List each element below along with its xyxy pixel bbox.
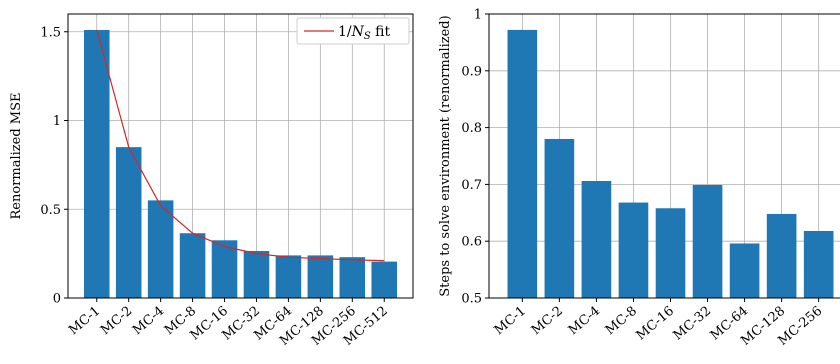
mse-y-tick-label: 0 [53,292,61,307]
legend-fit-label: 1/NS fit [338,24,391,42]
mse-bar [307,255,334,298]
steps-y-ticks: 0.5 0.6 0.7 0.8 0.9 1 [461,8,489,307]
mse-fit-line [96,29,385,262]
legend-label-prefix: 1/ [338,24,352,40]
steps-bar [507,29,538,299]
mse-bar [115,147,142,298]
legend-label-suffix: fit [371,24,391,40]
mse-bar [83,29,110,298]
steps-bar [655,208,686,298]
steps-y-tick-label: 1 [474,8,482,23]
legend-frame [296,17,410,45]
mse-x-tick-label: MC-2 [98,304,135,339]
steps-x-ticks: MC-1 MC-2 MC-4 MC-8MC-16MC-32MC-64MC-128MC-… [492,298,825,349]
steps-x-tick-label: MC-2 [529,304,566,339]
steps-bar [581,180,612,298]
steps-bar [766,213,797,298]
mse-bar [339,257,366,298]
mse-y-axis-label: Renormalized MSE [9,93,24,220]
steps-x-tick-label: MC-16 [634,304,678,344]
steps-x-tick-label: MC-1 [492,304,529,339]
steps-y-tick-label: 0.8 [461,121,482,136]
mse-bar [243,250,270,298]
steps-chart: 0.5 0.6 0.7 0.8 0.9 1 MC-1 MC-2 MC-4 MC-8MC-16MC… [438,8,840,349]
mse-chart: 0 0.5 1 1.5 MC-1MC-2MC-4MC-8MC-16MC-32MC-64… [9,13,414,349]
mse-y-ticks: 0 0.5 1 1.5 [40,25,68,307]
mse-bar [371,261,398,298]
steps-y-axis-label: Steps to solve environment (renormalized… [438,15,453,296]
mse-x-tick-label: MC-1 [66,304,103,339]
mse-bar [211,240,238,298]
mse-legend: 1/NS fit [296,17,410,45]
legend-label-sub: S [364,31,371,42]
steps-bar [729,243,760,298]
mse-axes-frame [67,13,414,299]
mse-y-tick-label: 0.5 [40,203,61,218]
mse-x-tick-label: MC-4 [130,304,167,339]
steps-bar [692,184,723,298]
steps-bar [803,230,834,298]
mse-y-tick-label: 1.5 [40,25,61,40]
steps-x-tick-label: MC-4 [566,304,603,339]
mse-bar [179,233,206,298]
steps-x-tick-label: MC-32 [671,304,715,344]
mse-bars [83,29,398,298]
steps-y-tick-label: 0.7 [461,178,482,193]
steps-bars [507,29,834,299]
legend-label-var: N [351,24,365,40]
steps-y-tick-label: 0.5 [461,292,482,307]
steps-bar [544,138,575,298]
mse-x-ticks: MC-1MC-2MC-4MC-8MC-16MC-32MC-64MC-128MC-… [66,298,391,349]
steps-y-tick-label: 0.9 [461,64,482,79]
mse-bar [275,255,302,298]
mse-y-tick-label: 1 [53,114,61,129]
mse-bar [147,200,174,298]
steps-bar [618,202,649,298]
steps-y-tick-label: 0.6 [461,235,482,250]
